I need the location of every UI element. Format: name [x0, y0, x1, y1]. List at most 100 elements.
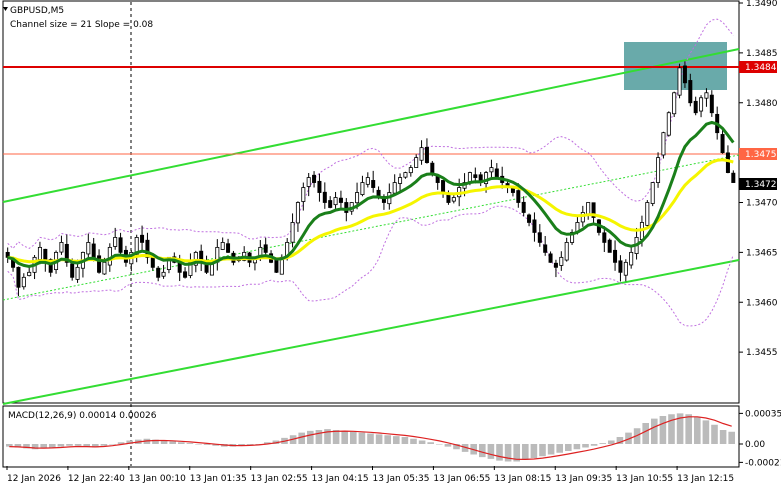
candle-up: [451, 197, 456, 202]
x-tick-label: 12 Jan 2026: [7, 474, 61, 484]
macd-bar: [487, 444, 495, 459]
candle-down: [48, 259, 53, 273]
macd-bar: [625, 432, 632, 444]
macd-bar: [367, 433, 374, 444]
candle-up: [75, 266, 80, 280]
candle-down: [317, 180, 322, 193]
candle-down: [725, 152, 730, 173]
candle-down: [97, 255, 102, 273]
macd-bar: [711, 424, 718, 444]
macd-bar: [522, 444, 529, 460]
channel-mid-line: [2, 154, 740, 301]
macd-bar: [152, 439, 159, 444]
candle-down: [441, 180, 446, 193]
macd-bar: [350, 431, 357, 444]
macd-bar: [238, 444, 245, 446]
macd-bar: [246, 444, 254, 445]
candle-up: [27, 271, 32, 277]
macd-bar: [212, 444, 219, 446]
candle-down: [688, 80, 693, 104]
macd-bar: [719, 430, 727, 444]
header-symbol: GBPUSD,M5: [10, 6, 64, 16]
candle-down: [424, 146, 429, 163]
macd-bar: [599, 443, 606, 444]
candle-up: [365, 177, 370, 185]
macd-bar: [513, 444, 520, 462]
macd-bar: [556, 444, 563, 453]
y-tick-label: 1.3465: [746, 248, 778, 258]
svg-text:1.3484: 1.3484: [745, 63, 777, 73]
x-tick-label: 13 Jan 12:15: [677, 474, 734, 484]
candle-down: [682, 65, 687, 84]
candle-down: [731, 172, 736, 183]
macd-bar: [375, 434, 383, 444]
macd-bar: [427, 442, 434, 444]
macd-bar: [49, 444, 56, 448]
x-tick-label: 12 Jan 22:40: [68, 474, 125, 484]
candle-down: [548, 253, 553, 263]
macd-bar: [530, 444, 538, 458]
candle-up: [677, 67, 682, 96]
candle-up: [59, 241, 64, 253]
candle-up: [21, 276, 26, 288]
macd-label: MACD(12,26,9) 0.00014 0.00026: [8, 411, 157, 421]
candle-up: [489, 167, 494, 173]
macd-bar: [444, 444, 452, 447]
candle-down: [263, 244, 268, 253]
macd-bar: [332, 430, 340, 444]
collapse-triangle-icon[interactable]: [3, 7, 8, 11]
macd-tick-label: 0.00: [745, 440, 765, 450]
channel-lower-line: [2, 259, 740, 405]
candle-up: [301, 187, 306, 202]
macd-bar: [410, 438, 417, 444]
macd-bar: [14, 444, 22, 448]
price-label-1-3475: 1.3475: [739, 148, 777, 160]
candle-down: [607, 239, 612, 253]
macd-bar: [702, 420, 710, 444]
candle-down: [64, 243, 69, 263]
candle-up: [355, 192, 360, 204]
candle-down: [553, 262, 558, 268]
macd-bar: [186, 443, 194, 444]
macd-bar: [31, 444, 39, 450]
candle-down: [709, 94, 714, 114]
candle-up: [398, 177, 403, 184]
macd-tick-label: 0.00035: [745, 409, 781, 419]
svg-text:1.3472: 1.3472: [745, 180, 777, 190]
candle-down: [183, 271, 188, 278]
x-tick-label: 13 Jan 00:10: [129, 474, 186, 484]
macd-bar: [401, 437, 409, 444]
candle-up: [86, 241, 91, 255]
price-label-1-3484: 1.3484: [739, 61, 777, 73]
candle-down: [521, 201, 526, 213]
candle-down: [537, 232, 542, 243]
macd-bar: [565, 444, 572, 451]
macd-bar: [590, 444, 598, 446]
candle-up: [290, 222, 295, 243]
macd-bar: [74, 444, 82, 446]
candle-up: [333, 197, 338, 206]
candle-up: [392, 182, 397, 194]
candle-up: [360, 182, 365, 195]
candle-up: [403, 172, 408, 178]
candle-down: [145, 239, 150, 258]
macd-bar: [83, 444, 90, 447]
macd-signal-line: [9, 416, 732, 461]
macd-bar: [616, 437, 624, 444]
macd-bar: [685, 414, 692, 444]
x-tick-label: 13 Jan 02:55: [251, 474, 308, 484]
macd-bar: [728, 431, 735, 444]
candle-down: [150, 256, 155, 268]
candle-up: [414, 157, 419, 168]
macd-bar: [573, 444, 581, 450]
ema-green-line: [7, 120, 735, 269]
x-tick-label: 13 Jan 01:35: [190, 474, 247, 484]
candle-up: [645, 202, 650, 226]
candle-up: [113, 237, 118, 247]
candle-up: [661, 132, 666, 156]
candle-down: [613, 249, 618, 263]
macd-bar: [461, 444, 469, 452]
macd-bar: [694, 416, 701, 444]
y-tick-label: 1.3460: [746, 298, 778, 308]
